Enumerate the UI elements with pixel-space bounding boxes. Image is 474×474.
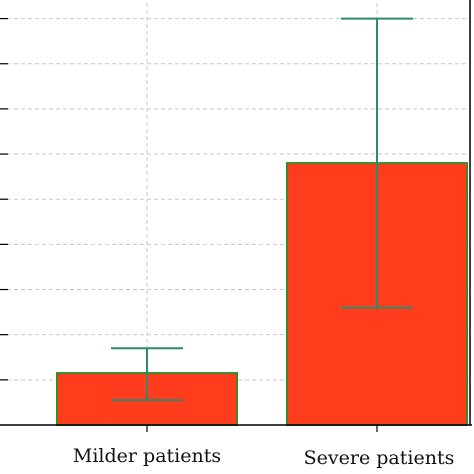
- y-axis-ticks: [0, 17, 8, 381]
- x-axis-ticks: [146, 425, 378, 432]
- x-tick-label-milder: Milder patients: [73, 445, 221, 467]
- axes: [0, 0, 472, 426]
- x-tick-label-severe: Severe patients: [304, 447, 455, 469]
- bars: [56, 162, 468, 427]
- error-bars: [111, 17, 413, 402]
